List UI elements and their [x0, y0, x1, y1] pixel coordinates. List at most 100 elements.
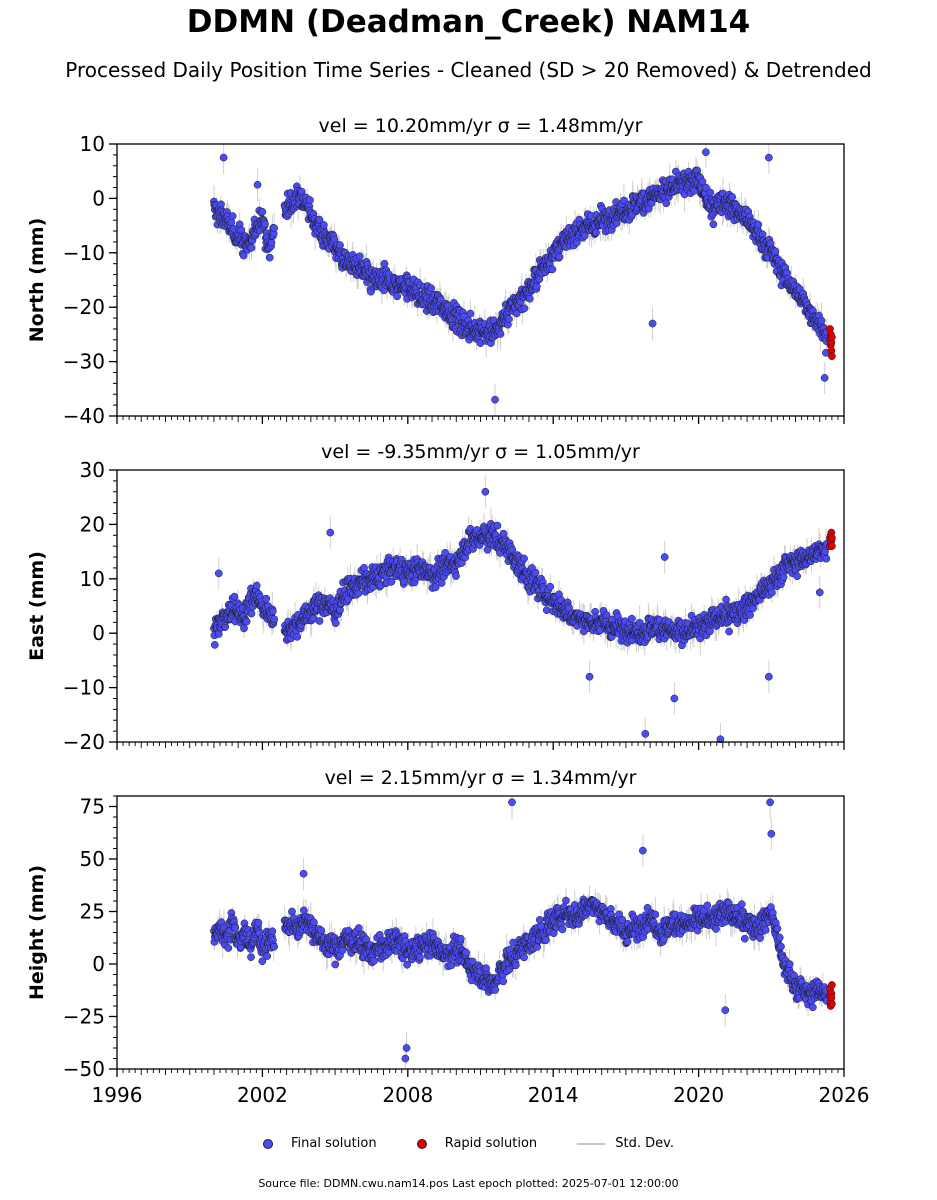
final-point: [452, 572, 460, 580]
y-tick-label: 20: [80, 512, 105, 536]
final-point: [546, 582, 555, 591]
panel-title: vel = -9.35mm/yr σ = 1.05mm/yr: [321, 441, 640, 463]
final-point: [239, 251, 248, 260]
final-point: [387, 577, 396, 586]
final-outlier-point: [219, 153, 228, 162]
final-point: [431, 583, 440, 592]
final-point: [254, 918, 263, 927]
final-outlier-point: [716, 735, 725, 744]
final-outlier-point: [253, 180, 262, 189]
final-point: [247, 243, 256, 252]
final-point: [793, 572, 801, 581]
final-point: [627, 614, 636, 623]
final-point: [306, 196, 314, 204]
final-point: [270, 942, 278, 951]
final-point: [331, 960, 340, 969]
final-point: [252, 581, 261, 590]
final-point: [262, 594, 271, 603]
final-point: [270, 224, 278, 232]
final-point: [602, 611, 611, 619]
final-outlier-point: [670, 694, 679, 703]
final-outlier-point: [481, 487, 490, 496]
charts-canvas: vel = 10.20mm/yr σ = 1.48mm/yr North (mm)…: [26, 115, 869, 1107]
final-point: [483, 545, 492, 554]
panel-3: vel = 2.15mm/yr σ = 1.34mm/yr Height (mm)…: [26, 767, 869, 1107]
y-tick-label: −20: [63, 295, 105, 319]
y-tick-label: −10: [63, 676, 105, 700]
final-point: [258, 207, 267, 216]
final-point: [230, 592, 239, 601]
rapid-point: [828, 333, 836, 341]
final-point: [228, 212, 237, 220]
panel-1: vel = 10.20mm/yr σ = 1.48mm/yr North (mm)…: [26, 115, 845, 428]
rapid-point: [828, 534, 836, 542]
final-point: [555, 253, 564, 261]
final-point: [754, 220, 763, 229]
figure-title: DDMN (Deadman_Creek) NAM14: [186, 4, 751, 40]
final-point: [436, 295, 445, 304]
final-point: [512, 309, 521, 318]
final-outlier-point: [214, 569, 223, 578]
rapid-solution-points: [826, 528, 836, 551]
final-outlier-point: [326, 528, 335, 537]
panel-title: vel = 10.20mm/yr σ = 1.48mm/yr: [319, 115, 643, 137]
final-point: [548, 265, 557, 274]
y-axis-label: Height (mm): [26, 865, 48, 1000]
final-point: [380, 259, 389, 268]
final-point: [315, 617, 324, 625]
y-tick-label: −20: [63, 730, 105, 754]
final-point: [393, 292, 401, 301]
y-tick-label: 10: [80, 132, 105, 156]
final-point: [231, 924, 240, 932]
rapid-point: [828, 542, 836, 551]
final-point: [268, 607, 277, 616]
final-outlier-point: [648, 319, 657, 328]
final-point: [662, 199, 671, 208]
y-tick-label: 0: [92, 621, 105, 645]
final-point: [354, 589, 363, 598]
final-point: [317, 926, 326, 935]
final-outlier-point: [491, 395, 499, 404]
final-point: [466, 309, 475, 318]
final-outlier-point: [702, 148, 710, 157]
panel-title: vel = 2.15mm/yr σ = 1.34mm/yr: [325, 767, 637, 789]
final-point: [320, 221, 328, 229]
final-point: [224, 944, 233, 952]
final-point: [709, 220, 718, 229]
final-point: [822, 554, 831, 563]
final-point: [542, 606, 551, 615]
final-point: [261, 220, 269, 228]
final-point: [210, 641, 219, 649]
final-outlier-point: [820, 374, 829, 382]
final-point: [728, 193, 736, 201]
y-tick-label: −10: [63, 241, 105, 265]
final-point: [508, 545, 517, 554]
final-point: [612, 219, 621, 228]
final-point: [265, 253, 274, 262]
panel-2: vel = -9.35mm/yr σ = 1.05mm/yr East (mm) 3…: [26, 441, 845, 754]
std-dev-bars: [213, 144, 828, 416]
final-point: [270, 615, 278, 624]
final-solution-points: [210, 148, 831, 404]
final-point: [580, 231, 589, 240]
final-point: [771, 247, 780, 256]
final-point: [520, 304, 529, 313]
y-tick-label: −40: [63, 404, 105, 428]
final-point: [263, 952, 271, 960]
final-outlier-point: [815, 588, 824, 597]
final-point: [702, 183, 710, 192]
final-outlier-point: [765, 153, 773, 162]
final-point: [493, 521, 502, 530]
final-solution-points: [210, 798, 831, 1063]
rapid-solution-points: [826, 325, 836, 361]
final-point: [817, 316, 826, 325]
final-outlier-point: [765, 672, 773, 681]
final-point: [496, 330, 505, 338]
y-tick-label: 10: [80, 567, 105, 591]
y-axis-label: East (mm): [26, 551, 48, 661]
final-solution-points: [210, 487, 831, 744]
final-point: [520, 554, 528, 563]
final-point: [427, 284, 436, 293]
y-tick-label: 0: [92, 186, 105, 210]
final-point: [706, 188, 715, 197]
